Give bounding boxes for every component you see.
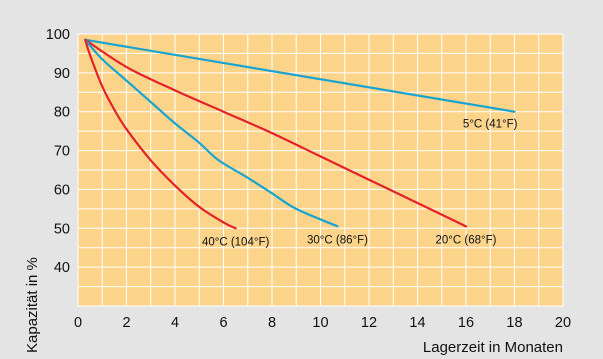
x-tick-label: 12 — [361, 315, 377, 331]
y-tick-label: 60 — [54, 182, 70, 198]
series-line-2 — [84, 38, 468, 228]
x-tick-labels: 0 2 4 6 8 10 12 14 16 18 20 — [74, 315, 571, 331]
y-tick-label: 50 — [54, 221, 70, 237]
series-line-4 — [84, 38, 237, 230]
x-tick-label: 10 — [312, 315, 328, 331]
x-tick-label: 2 — [122, 315, 130, 331]
y-axis-label: Kapazität in % — [24, 257, 41, 353]
series-label-2: 20°C (68°F) — [436, 234, 497, 246]
series-labels: 5°C (41°F) 20°C (68°F) 30°C (86°F) 40°C (10… — [202, 119, 518, 249]
series-label-3: 30°C (86°F) — [307, 234, 368, 246]
x-tick-label: 6 — [219, 315, 227, 331]
x-tick-label: 4 — [171, 315, 179, 331]
y-tick-label: 90 — [54, 66, 70, 82]
y-tick-label: 80 — [54, 105, 70, 121]
series-line-3 — [84, 38, 339, 228]
grid-lines — [77, 33, 564, 307]
y-tick-label: 70 — [54, 144, 70, 160]
series-lines — [84, 38, 516, 230]
series-label-1: 5°C (41°F) — [463, 119, 518, 131]
x-tick-label: 0 — [74, 315, 82, 331]
x-tick-label: 18 — [506, 315, 522, 331]
y-tick-labels: 40 50 60 70 80 90 100 — [46, 27, 70, 276]
y-tick-label: 100 — [46, 27, 70, 43]
x-tick-label: 14 — [409, 315, 425, 331]
y-tick-label: 40 — [54, 260, 70, 276]
series-label-4: 40°C (104°F) — [202, 236, 270, 248]
x-tick-label: 16 — [458, 315, 474, 331]
x-tick-label: 20 — [555, 315, 571, 331]
x-axis-label: Lagerzeit in Monaten — [423, 339, 563, 356]
series-line-1 — [84, 38, 516, 113]
x-tick-label: 8 — [268, 315, 276, 331]
